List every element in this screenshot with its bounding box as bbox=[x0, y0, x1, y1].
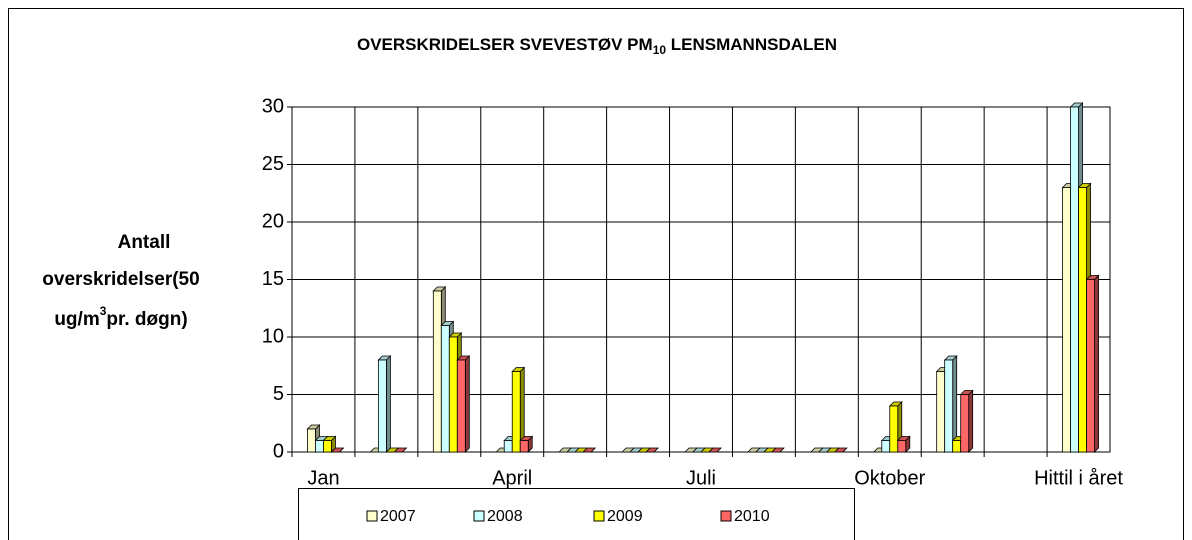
legend bbox=[298, 488, 855, 540]
x-tick-label: Jan bbox=[307, 467, 339, 489]
bar-top bbox=[770, 447, 785, 453]
y-tick-label: 10 bbox=[262, 325, 284, 347]
bar bbox=[897, 440, 907, 453]
title-text: OVERSKRIDELSER SVEVESTØV PM bbox=[357, 35, 653, 54]
bar-side bbox=[464, 355, 470, 453]
bar bbox=[432, 290, 442, 453]
bar bbox=[960, 394, 970, 453]
y-label-text: ug/m bbox=[54, 309, 99, 330]
bar bbox=[889, 405, 899, 453]
bar bbox=[323, 440, 332, 453]
x-tick-label: Juli bbox=[686, 467, 716, 489]
y-label-text: pr. døgn) bbox=[106, 309, 187, 330]
bar bbox=[456, 359, 466, 453]
bar bbox=[440, 325, 450, 453]
y-axis-label: Antall overskridelser(50 ug/m3pr. døgn) bbox=[42, 232, 199, 330]
bar bbox=[519, 440, 529, 453]
bar-top bbox=[582, 447, 597, 453]
x-tick-label: Hittil i året bbox=[1034, 467, 1123, 489]
legend-label: 2007 bbox=[380, 508, 416, 525]
y-tick-label: 30 bbox=[262, 95, 284, 117]
bar bbox=[881, 440, 891, 453]
bar bbox=[944, 359, 954, 453]
bar bbox=[936, 371, 946, 453]
bar bbox=[511, 371, 521, 453]
bar-side bbox=[1094, 274, 1099, 453]
title-text: LENSMANNSDALEN bbox=[666, 35, 837, 54]
x-tick-label: April bbox=[492, 467, 532, 489]
bar bbox=[1062, 187, 1071, 453]
y-tick-label: 20 bbox=[262, 210, 284, 232]
bar bbox=[448, 336, 458, 453]
chart-title: OVERSKRIDELSER SVEVESTØV PM10 LENSMANNSD… bbox=[357, 35, 837, 57]
bar-side bbox=[968, 389, 974, 453]
bar bbox=[1070, 106, 1079, 453]
legend-label: 2008 bbox=[487, 508, 523, 525]
y-label-superscript: 3 bbox=[100, 304, 107, 318]
y-label-line: ug/m3pr. døgn) bbox=[54, 304, 187, 330]
legend-swatch bbox=[473, 510, 485, 522]
bar-side bbox=[385, 355, 391, 453]
legend-swatch bbox=[593, 510, 605, 522]
legend-label: 2009 bbox=[607, 508, 643, 525]
legend-label: 2010 bbox=[734, 508, 770, 525]
bar bbox=[952, 440, 962, 453]
y-tick-label: 5 bbox=[273, 383, 284, 405]
bar-top bbox=[393, 447, 408, 453]
bar bbox=[503, 440, 513, 453]
bar-top bbox=[833, 447, 848, 453]
legend-swatch bbox=[720, 510, 732, 522]
y-tick-label: 0 bbox=[273, 440, 284, 462]
y-tick-label: 15 bbox=[262, 268, 284, 290]
bar bbox=[307, 428, 316, 453]
legend-swatch bbox=[366, 510, 378, 522]
y-tick-label: 25 bbox=[262, 153, 284, 175]
bar-top bbox=[708, 447, 722, 453]
x-tick-label: Oktober bbox=[854, 467, 925, 489]
bar-top bbox=[645, 447, 660, 453]
bar bbox=[377, 359, 387, 453]
bar bbox=[1086, 279, 1095, 453]
bar bbox=[315, 440, 324, 453]
bar bbox=[1078, 187, 1087, 453]
bar-top bbox=[330, 447, 345, 453]
y-label-line: Antall bbox=[118, 232, 171, 253]
title-subscript: 10 bbox=[653, 43, 667, 57]
y-label-line: overskridelser(50 bbox=[42, 269, 199, 290]
